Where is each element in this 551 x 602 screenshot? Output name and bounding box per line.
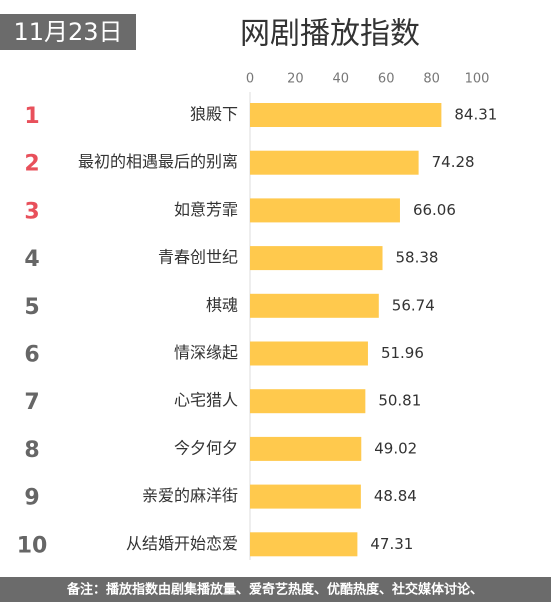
rank: 8 [24, 438, 39, 463]
category-label: 最初的相遇最后的别离 [78, 152, 238, 171]
rank: 7 [24, 390, 39, 415]
category-label: 情深缘起 [174, 343, 238, 362]
date-tag: 11月23日 [13, 18, 122, 46]
category-label: 亲爱的麻洋街 [142, 486, 238, 505]
value-label: 74.28 [432, 153, 475, 171]
rank: 1 [24, 104, 39, 129]
bar [250, 389, 366, 414]
value-label: 58.38 [396, 249, 439, 267]
category-label: 青春创世纪 [158, 248, 238, 267]
bar [250, 532, 358, 557]
note-bg [0, 577, 551, 602]
x-tick-label: 0 [246, 72, 254, 87]
chart-title: 网剧播放指数 [240, 17, 420, 52]
value-label: 48.84 [374, 487, 417, 505]
category-label: 棋魂 [206, 295, 238, 314]
rank: 4 [24, 247, 39, 272]
rank: 2 [24, 152, 39, 177]
bar [250, 293, 379, 318]
bar [250, 484, 361, 509]
value-label: 49.02 [374, 439, 417, 457]
bar [250, 246, 383, 271]
date-tag-bg [0, 14, 136, 50]
rank: 3 [24, 199, 39, 224]
x-tick-label: 80 [423, 72, 440, 87]
value-label: 51.96 [381, 344, 424, 362]
x-tick-label: 60 [378, 72, 395, 87]
category-label: 今夕何夕 [174, 438, 238, 457]
value-label: 50.81 [378, 392, 421, 410]
value-label: 47.31 [370, 535, 413, 553]
value-label: 56.74 [392, 296, 435, 314]
bar [250, 341, 368, 366]
rank: 10 [17, 533, 48, 558]
rank: 6 [24, 343, 39, 368]
value-label: 84.31 [454, 106, 497, 124]
value-label: 66.06 [413, 201, 456, 219]
category-label: 如意芳霏 [174, 200, 238, 219]
bar [250, 150, 419, 175]
category-label: 心宅猎人 [174, 391, 238, 410]
bar [250, 436, 362, 461]
category-label: 狼殿下 [190, 105, 238, 124]
rank: 5 [24, 295, 39, 320]
bar [250, 198, 400, 223]
x-tick-label: 20 [287, 72, 304, 87]
rank: 9 [24, 486, 39, 511]
bar [250, 103, 442, 127]
x-tick-label: 100 [465, 72, 490, 87]
x-tick-label: 40 [333, 72, 350, 87]
category-label: 从结婚开始恋爱 [126, 534, 238, 553]
note: 备注：播放指数由剧集播放量、爱奇艺热度、优酷热度、社交媒体讨论、 [66, 582, 483, 598]
